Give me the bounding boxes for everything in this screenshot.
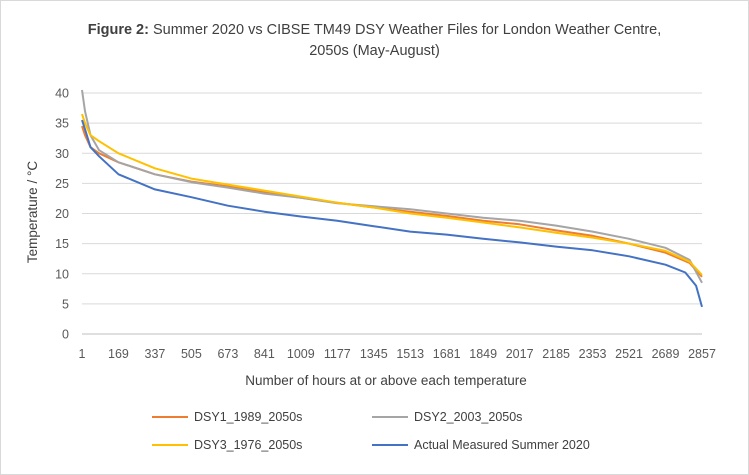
x-tick-label: 1: [79, 347, 86, 361]
x-tick-label: 1177: [324, 347, 351, 361]
x-tick-label: 841: [254, 347, 275, 361]
y-tick-label: 5: [62, 297, 69, 311]
x-tick-label: 1009: [287, 347, 315, 361]
y-tick-label: 35: [55, 117, 69, 131]
y-axis-label: Temperature / °C: [25, 161, 40, 263]
gridlines: [82, 92, 702, 335]
y-tick-label: 20: [55, 207, 69, 221]
y-tick-label: 10: [55, 267, 69, 281]
x-tick-label: 505: [181, 347, 202, 361]
y-tick-label: 0: [62, 328, 69, 342]
x-tick-label: 1849: [469, 347, 497, 361]
series-line-4: [81, 119, 703, 308]
y-tick-label: 15: [55, 237, 69, 251]
chart-title-bold: Figure 2:: [87, 22, 149, 38]
series-lines: [81, 89, 703, 308]
y-tick-label: 30: [55, 147, 69, 161]
x-tick-label: 2857: [688, 347, 716, 361]
x-tick-label: 1345: [360, 347, 388, 361]
x-tick-label: 337: [145, 347, 166, 361]
y-tick-label: 25: [55, 177, 69, 191]
chart-title-line2: 2050s (May-August): [309, 43, 440, 59]
x-axis-label: Number of hours at or above each tempera…: [245, 373, 526, 388]
x-tick-label: 2185: [542, 347, 570, 361]
x-tick-label: 2353: [579, 347, 607, 361]
x-tick-label: 2521: [615, 347, 643, 361]
y-tick-label: 40: [55, 87, 69, 101]
series-line-3: [81, 113, 703, 276]
x-tick-label: 673: [217, 347, 238, 361]
x-tick-label: 1681: [433, 347, 461, 361]
x-tick-label: 169: [108, 347, 129, 361]
x-tick-label: 2017: [506, 347, 534, 361]
x-tick-label: 2689: [652, 347, 680, 361]
chart-title: Figure 2: Summer 2020 vs CIBSE TM49 DSY …: [0, 20, 749, 62]
chart-title-line1: Summer 2020 vs CIBSE TM49 DSY Weather Fi…: [152, 22, 662, 38]
series-line-1: [81, 125, 703, 278]
tick-labels: 0 5 10 15 20 25 30 35 40 1 169 337 505 673 841 1009 1177…: [55, 87, 716, 362]
x-tick-label: 1513: [396, 347, 424, 361]
